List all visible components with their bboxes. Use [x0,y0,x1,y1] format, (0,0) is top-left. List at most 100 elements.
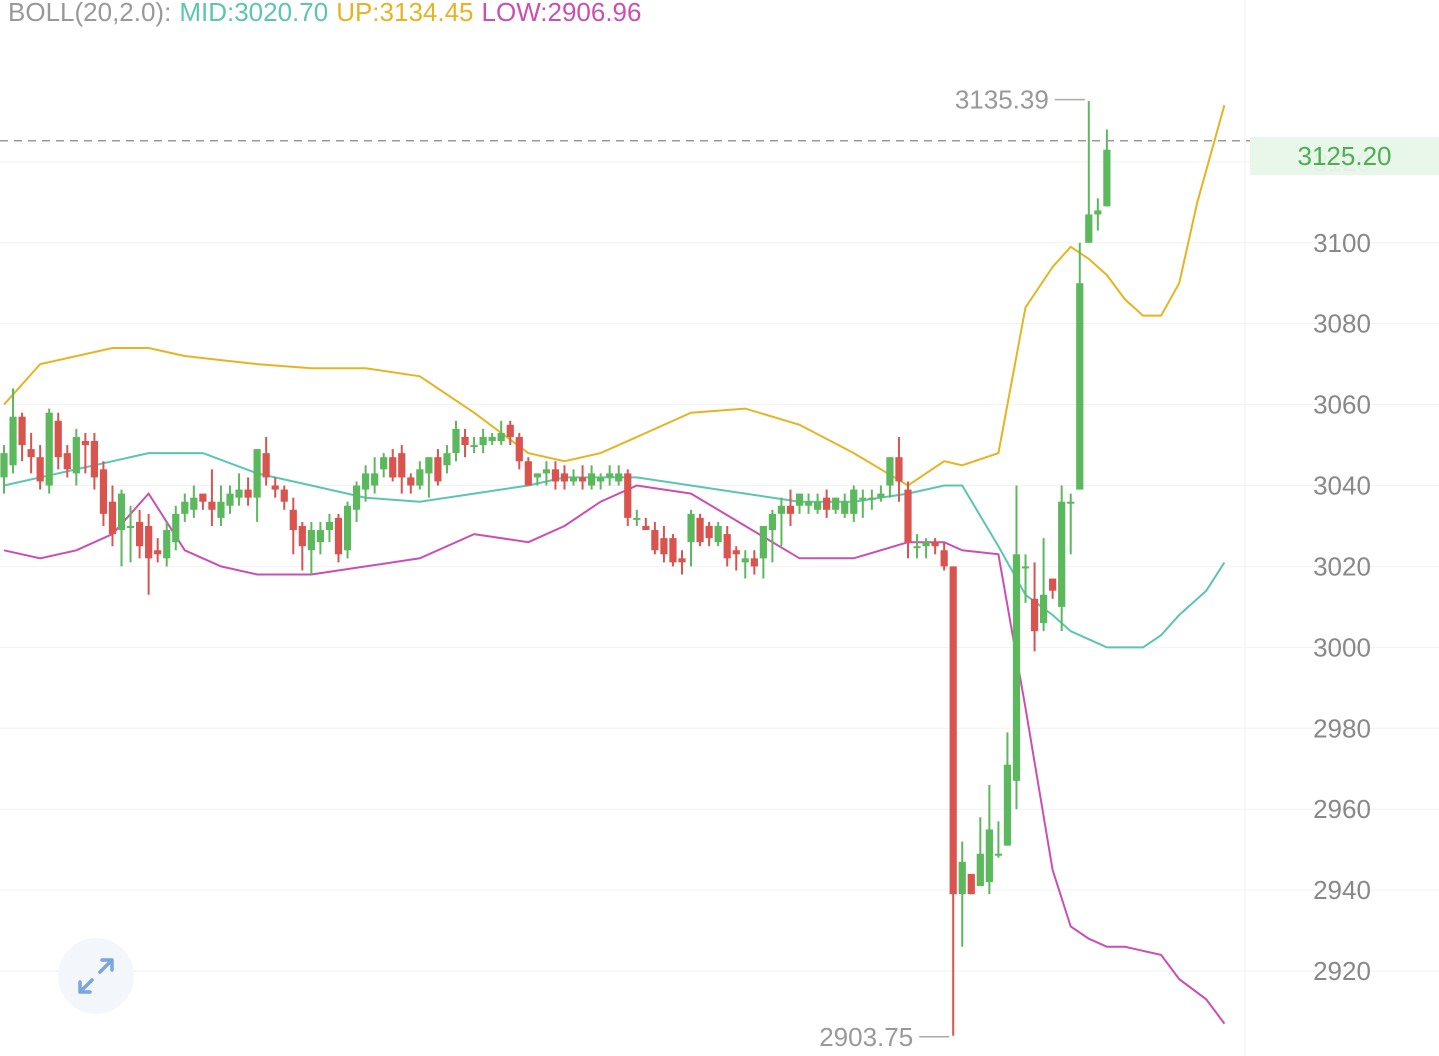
candle [1021,554,1030,603]
candle-body [407,477,415,486]
candle-body [850,489,858,514]
lower-band-line [3,484,1226,1025]
candle-body [72,436,80,474]
current-price-tag: 3125.20 [1250,137,1439,175]
candle-body [976,853,984,887]
y-tick-label: 3100 [1313,228,1371,258]
candle [371,457,379,494]
candle [199,493,207,510]
candle [1076,242,1084,490]
candle-body [578,477,587,482]
candle-body [0,453,8,478]
candle [714,521,722,547]
candle-body [633,517,641,520]
candle-body [868,497,876,500]
candle-body [1003,764,1012,846]
candle-body [696,517,704,543]
candle [352,481,361,522]
candle-body [398,453,406,478]
candle [913,534,921,559]
high-marker-label: 3135.39 [955,85,1049,115]
candle [967,873,975,895]
candle-body [172,513,180,543]
candle [362,465,370,502]
candle [136,509,144,559]
candle-body [271,485,279,490]
candle [705,521,713,547]
candle [877,485,885,502]
candle [1103,129,1111,207]
candle [578,465,587,490]
candle-body [759,525,767,559]
candle [244,477,252,506]
candle [886,457,894,498]
y-tick-label: 2980 [1313,713,1371,743]
candle-body [958,861,966,895]
candle-body [316,530,324,543]
candle-body [470,445,478,448]
candle [1094,198,1102,231]
candle-body [524,461,532,486]
candle-body [732,550,740,555]
candle [651,521,659,555]
candle-body [81,441,89,446]
candle-body [642,525,650,531]
candle [253,449,261,522]
candle-body [298,525,306,547]
candle [343,501,352,559]
candle-body [1021,566,1030,569]
candle-body [750,558,758,567]
candle-body [54,420,62,458]
candle-body [1049,578,1057,591]
candle [316,521,324,555]
candle [660,525,668,563]
candle-body [289,509,297,531]
candle [859,489,867,518]
candle-body [723,534,731,559]
candle-body [841,501,849,514]
candle-body [551,469,560,482]
candle-body [515,436,523,462]
candle [515,432,523,470]
candle [1030,562,1039,652]
candle-body [352,485,361,510]
candle [497,420,505,446]
candle-body [597,477,605,482]
candle [108,485,117,547]
candle-body [660,538,668,555]
candle [298,521,306,571]
candle [542,461,550,486]
boll-legend-prefix: BOLL(20,2.0): [8,0,172,27]
candle [126,505,135,563]
candle-body [90,441,98,478]
boll-low-value: LOW:2906.96 [481,0,642,27]
candle [895,436,903,502]
candle [1058,485,1066,632]
candle [841,493,849,518]
candle [597,473,605,490]
expand-arrows-icon [78,958,114,994]
candle [949,566,957,1036]
candle-body [9,416,17,466]
candle [524,457,532,486]
candle-body [931,542,939,547]
candle [99,461,108,526]
candle-body [262,453,270,478]
candle [1067,493,1075,555]
candle [958,841,966,947]
candle [181,493,189,522]
candle-body [940,550,948,567]
expand-button[interactable] [58,938,134,1014]
candle [669,534,677,567]
y-tick-label: 2940 [1313,875,1371,905]
candle-body [244,489,252,498]
y-tick-label: 3020 [1313,551,1371,581]
boll-mid-value: MID:3020.70 [179,0,329,27]
candle [9,388,17,474]
candle [154,538,162,563]
candle [18,412,26,462]
candle-body [126,525,135,528]
candle [723,525,731,567]
candle-body [768,513,776,531]
